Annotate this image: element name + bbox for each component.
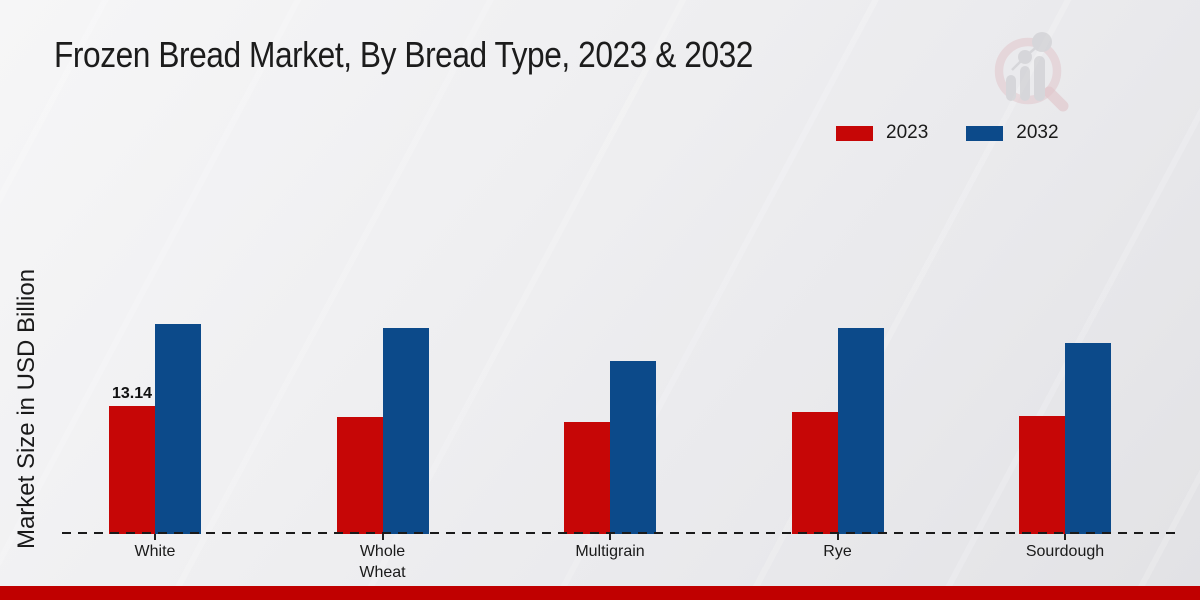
legend-label: 2023 xyxy=(886,122,929,143)
bar-2032-sourdough xyxy=(1065,342,1111,534)
chart-title: Frozen Bread Market, By Bread Type, 2023… xyxy=(54,34,753,75)
x-axis-tick xyxy=(381,534,384,540)
bar-2023-white xyxy=(109,406,155,534)
category-label-rye: Rye xyxy=(823,543,852,560)
x-axis-tick xyxy=(1064,534,1066,540)
legend-label: 2032 xyxy=(1016,122,1059,143)
x-axis-line xyxy=(62,532,1180,534)
bar-2023-whole-wheat xyxy=(336,416,383,534)
bar-2023-multigrain xyxy=(564,422,610,534)
category-label-multigrain: Multigrain xyxy=(575,543,645,560)
legend-swatch-icon xyxy=(836,125,873,141)
bar-2032-multigrain xyxy=(610,361,656,534)
category-label-white: White xyxy=(134,543,176,560)
category-label-sourdough: Sourdough xyxy=(1025,543,1105,560)
x-axis-tick xyxy=(154,534,156,540)
bar-value-label: 13.14 xyxy=(111,385,153,403)
x-axis-tick xyxy=(609,534,611,540)
legend: 2023 2032 xyxy=(836,122,1059,144)
category-label-whole-wheat: Whole Wheat xyxy=(359,543,406,581)
bar-2023-rye xyxy=(791,411,838,534)
legend-swatch-icon xyxy=(966,125,1004,141)
bottom-red-bar xyxy=(0,586,1200,600)
bar-2032-white xyxy=(155,324,201,534)
bar-2023-sourdough xyxy=(1019,415,1065,534)
legend-item-2032: 2032 xyxy=(966,122,1059,144)
bar-2032-whole-wheat xyxy=(382,328,429,534)
x-axis-tick xyxy=(836,534,839,540)
bar-2032-rye xyxy=(837,328,884,534)
legend-item-2023: 2023 xyxy=(836,122,928,144)
magnifier-growth-chart-logo-icon xyxy=(994,32,1069,112)
